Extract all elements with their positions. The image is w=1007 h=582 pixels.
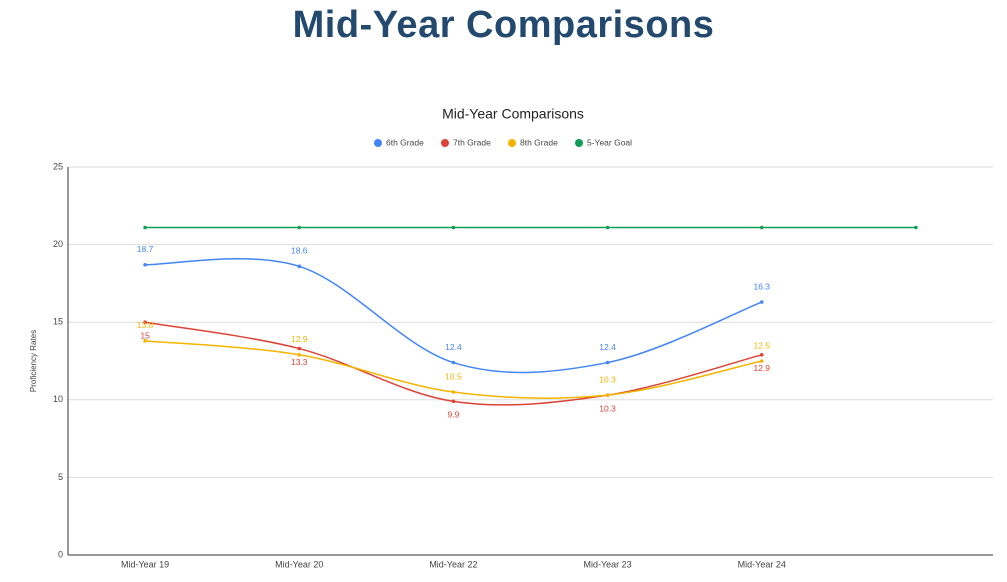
data-point [297, 346, 302, 351]
data-label: 12.4 [445, 342, 462, 352]
legend-swatch [575, 139, 583, 147]
page-title: Mid-Year Comparisons [292, 4, 715, 46]
x-tick-label: Mid-Year 20 [275, 559, 323, 569]
legend-label: 6th Grade [386, 137, 424, 147]
data-label: 16.3 [753, 281, 770, 291]
data-point [605, 360, 610, 365]
data-point [451, 399, 456, 404]
data-label: 10.3 [599, 403, 616, 413]
series-line [145, 258, 763, 374]
data-point [297, 352, 302, 357]
y-tick-label: 10 [53, 394, 63, 404]
data-label: 18.7 [137, 244, 154, 254]
data-label: 10.3 [599, 374, 616, 384]
data-point [759, 352, 764, 357]
x-tick-label: Mid-Year 22 [429, 559, 477, 569]
data-label: 10.5 [445, 371, 462, 381]
data-point [143, 262, 147, 267]
legend-swatch [441, 139, 449, 147]
x-tick-label: Mid-Year 23 [583, 559, 631, 569]
data-label: 12.4 [599, 342, 616, 352]
chart-title: Mid-Year Comparisons [442, 106, 584, 122]
data-point [605, 225, 610, 230]
data-point [759, 359, 764, 363]
data-point [451, 360, 456, 365]
data-label: 9.9 [448, 410, 460, 420]
data-point [297, 264, 302, 269]
data-point [451, 225, 456, 230]
data-label: 18.6 [291, 246, 308, 256]
data-point [451, 390, 456, 394]
legend-label: 7th Grade [453, 137, 491, 147]
y-tick-label: 20 [53, 239, 63, 249]
data-label: 12.5 [753, 340, 770, 350]
data-label: 12.9 [753, 363, 770, 373]
x-tick-label: Mid-Year 19 [121, 559, 169, 569]
y-tick-label: 5 [58, 472, 63, 482]
data-point [297, 225, 302, 230]
data-point [759, 300, 764, 304]
y-tick-label: 15 [53, 317, 63, 327]
data-label: 15 [140, 330, 150, 340]
data-point [605, 393, 610, 397]
data-label: 12.9 [291, 334, 308, 344]
data-point [143, 320, 147, 325]
data-point [759, 225, 764, 230]
legend-label: 5-Year Goal [587, 137, 632, 147]
legend-swatch [374, 139, 382, 147]
y-tick-label: 25 [53, 161, 63, 171]
legend-swatch [508, 139, 516, 147]
legend-label: 8th Grade [520, 137, 558, 147]
y-axis-label: Proficiency Rates [29, 330, 38, 392]
data-point [143, 339, 147, 343]
y-tick-label: 0 [58, 549, 63, 559]
data-label: 13.8 [137, 320, 154, 330]
data-point [914, 225, 918, 230]
data-point [143, 225, 147, 230]
x-tick-label: Mid-Year 24 [738, 559, 786, 569]
data-label: 13.3 [291, 357, 308, 367]
